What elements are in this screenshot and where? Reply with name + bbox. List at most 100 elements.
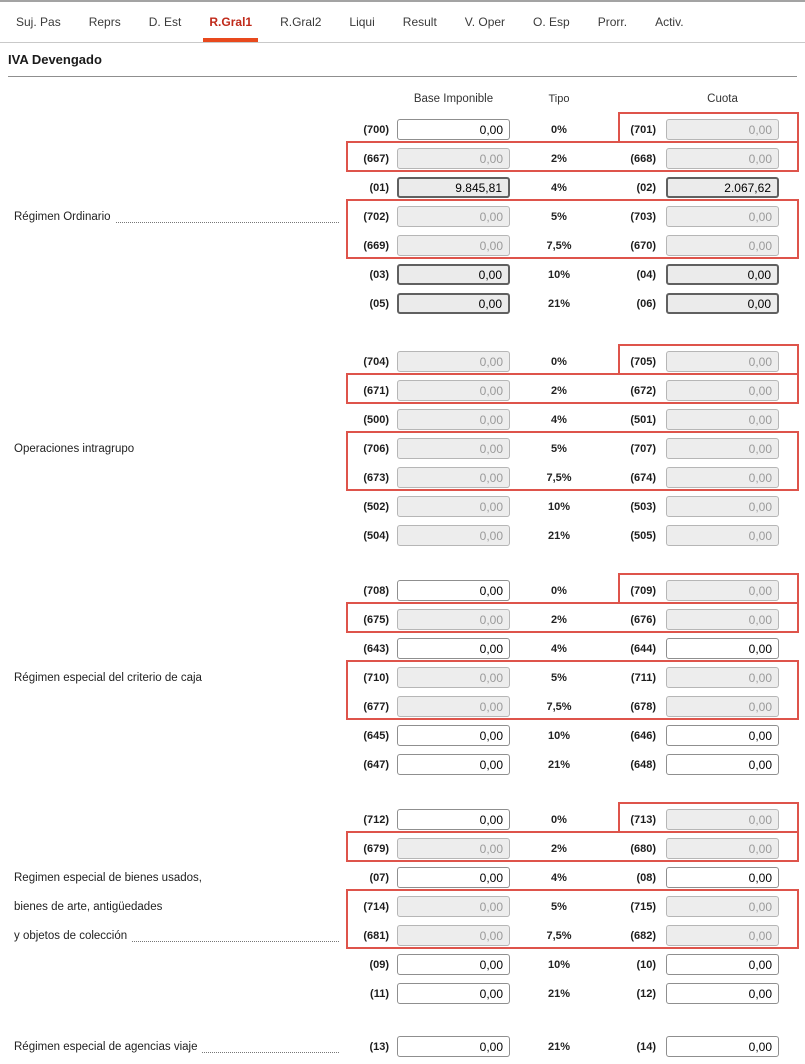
form-row: (708) 0% (709)	[0, 576, 805, 605]
field-713	[666, 809, 779, 830]
field-645[interactable]	[397, 725, 510, 746]
field-675	[397, 609, 510, 630]
field-708[interactable]	[397, 580, 510, 601]
group-agencias-viaje: Régimen especial de agencias viaje (13) …	[0, 1032, 805, 1061]
field-702	[397, 206, 510, 227]
field-03	[397, 264, 510, 285]
field-709	[666, 580, 779, 601]
field-643[interactable]	[397, 638, 510, 659]
field-700[interactable]	[397, 119, 510, 140]
tab-d-est[interactable]: D. Est	[135, 2, 196, 42]
form-row: (01) 4% (02)	[0, 173, 805, 202]
group-label: Régimen especial de agencias viaje	[0, 1041, 347, 1053]
tipo-label: 10%	[547, 729, 571, 742]
field-08[interactable]	[666, 867, 779, 888]
field-09[interactable]	[397, 954, 510, 975]
form-row: Régimen especial de agencias viaje (13) …	[0, 1032, 805, 1061]
group-label-text: bienes de arte, antigüedades	[14, 900, 163, 913]
field-12[interactable]	[666, 983, 779, 1004]
field-703	[666, 206, 779, 227]
tipo-label: 4%	[551, 642, 567, 655]
field-646[interactable]	[666, 725, 779, 746]
code-505: (505)	[630, 529, 656, 542]
form-row: (667) 2% (668)	[0, 144, 805, 173]
tab-label: O. Esp	[533, 15, 570, 29]
group-bienes-usados: (712) 0% (713) (679) 2% (680) Regimen es…	[0, 802, 805, 1008]
code-10: (10)	[636, 958, 656, 971]
code-705: (705)	[630, 355, 656, 368]
field-671	[397, 380, 510, 401]
form-row: (500) 4% (501)	[0, 405, 805, 434]
field-644[interactable]	[666, 638, 779, 659]
tab-r-gral2[interactable]: R.Gral2	[266, 2, 335, 42]
field-647[interactable]	[397, 754, 510, 775]
form-row: (700) 0% (701)	[0, 115, 805, 144]
form-row: (671) 2% (672)	[0, 376, 805, 405]
code-677: (677)	[363, 700, 389, 713]
form-row: (643) 4% (644)	[0, 634, 805, 663]
tipo-label: 7,5%	[546, 700, 572, 713]
code-504: (504)	[363, 529, 389, 542]
tipo-label: 0%	[551, 813, 567, 826]
code-668: (668)	[630, 152, 656, 165]
code-02: (02)	[636, 181, 656, 194]
tab-o-esp[interactable]: O. Esp	[519, 2, 584, 42]
tipo-label: 5%	[551, 210, 567, 223]
code-713: (713)	[630, 813, 656, 826]
tipo-label: 10%	[547, 500, 571, 513]
tipo-label: 2%	[551, 384, 567, 397]
form-row: (677) 7,5% (678)	[0, 692, 805, 721]
field-11[interactable]	[397, 983, 510, 1004]
field-711	[666, 667, 779, 688]
field-670	[666, 235, 779, 256]
tipo-label: 21%	[547, 758, 571, 771]
code-676: (676)	[630, 613, 656, 626]
tab-r-gral1[interactable]: R.Gral1	[195, 2, 266, 42]
code-681: (681)	[363, 929, 389, 942]
tipo-label: 5%	[551, 671, 567, 684]
form-row: (712) 0% (713)	[0, 805, 805, 834]
field-712[interactable]	[397, 809, 510, 830]
code-645: (645)	[363, 729, 389, 742]
form-row: (502) 10% (503)	[0, 492, 805, 521]
tab-reprs[interactable]: Reprs	[75, 2, 135, 42]
field-14[interactable]	[666, 1036, 779, 1057]
field-01	[397, 177, 510, 198]
code-667: (667)	[363, 152, 389, 165]
field-07[interactable]	[397, 867, 510, 888]
code-708: (708)	[363, 584, 389, 597]
field-10[interactable]	[666, 954, 779, 975]
field-504	[397, 525, 510, 546]
code-712: (712)	[363, 813, 389, 826]
field-501	[666, 409, 779, 430]
tipo-label: 21%	[547, 987, 571, 1000]
column-header-tipo: Tipo	[548, 93, 570, 105]
code-700: (700)	[363, 123, 389, 136]
tab-v-oper[interactable]: V. Oper	[451, 2, 519, 42]
code-714: (714)	[363, 900, 389, 913]
code-03: (03)	[369, 268, 389, 281]
group-label-text: Regimen especial de bienes usados,	[14, 871, 202, 884]
tipo-label: 2%	[551, 152, 567, 165]
tab-label: R.Gral1	[209, 15, 253, 29]
code-669: (669)	[363, 239, 389, 252]
tipo-label: 7,5%	[546, 239, 572, 252]
tab-prorr[interactable]: Prorr.	[584, 2, 641, 42]
tab-suj-pas[interactable]: Suj. Pas	[2, 2, 75, 42]
group-operaciones-intragrupo: (704) 0% (705) (671) 2% (672) (500) 4% (…	[0, 344, 805, 550]
field-13[interactable]	[397, 1036, 510, 1057]
code-644: (644)	[630, 642, 656, 655]
code-502: (502)	[363, 500, 389, 513]
code-643: (643)	[363, 642, 389, 655]
tab-result[interactable]: Result	[389, 2, 451, 42]
tipo-label: 5%	[551, 900, 567, 913]
group-label: Regimen especial de bienes usados,	[0, 872, 347, 884]
field-05	[397, 293, 510, 314]
tab-activ[interactable]: Activ.	[641, 2, 697, 42]
code-648: (648)	[630, 758, 656, 771]
code-706: (706)	[363, 442, 389, 455]
form-row: bienes de arte, antigüedades (714) 5% (7…	[0, 892, 805, 921]
field-648[interactable]	[666, 754, 779, 775]
code-501: (501)	[630, 413, 656, 426]
tab-liqui[interactable]: Liqui	[335, 2, 388, 42]
